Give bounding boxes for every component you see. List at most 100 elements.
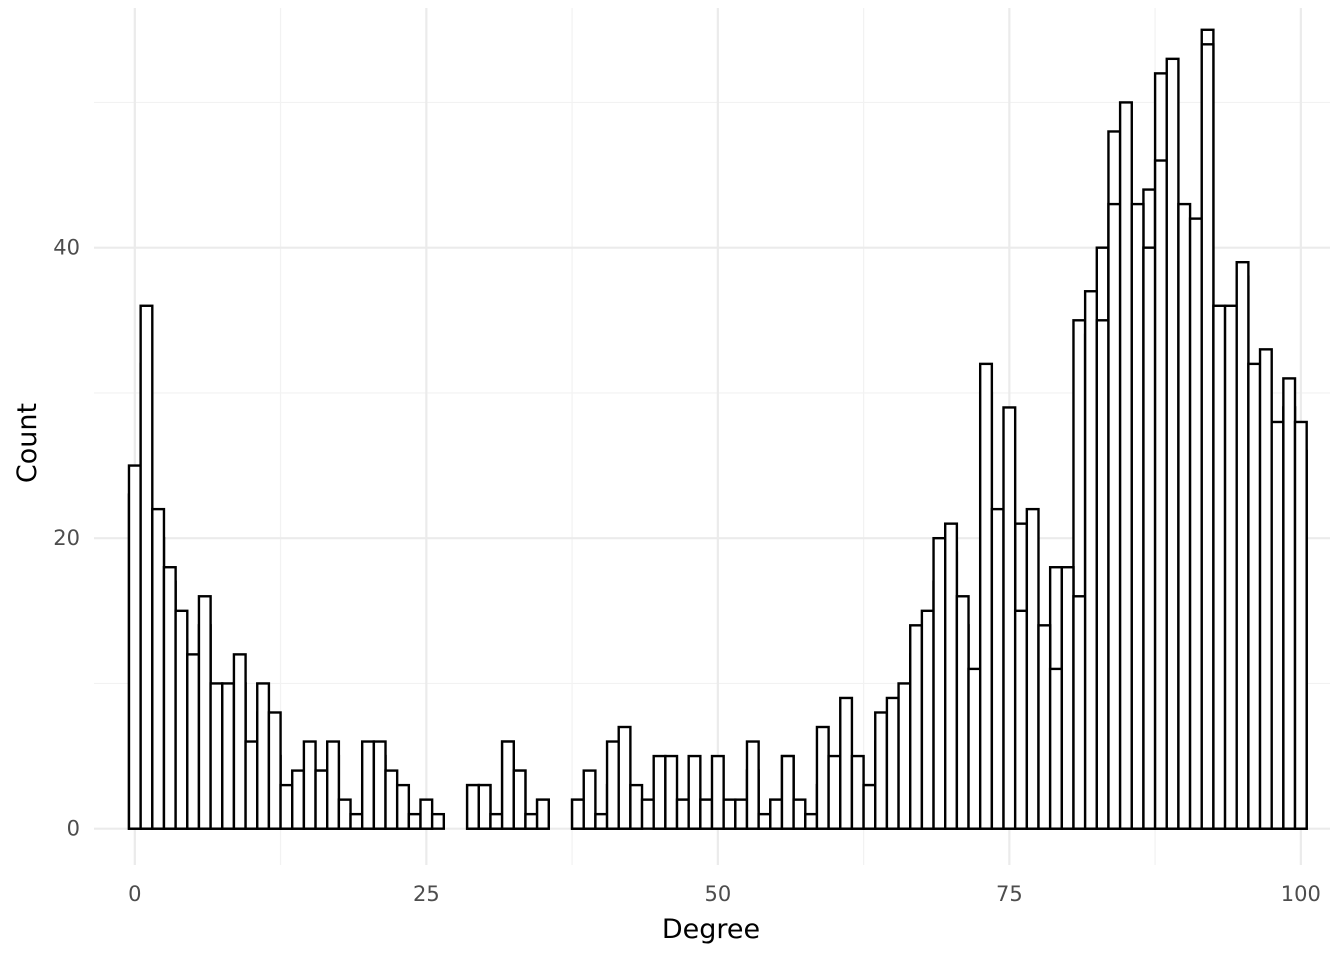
histogram-bar [1153,159,1168,830]
histogram-bar [687,754,702,830]
histogram-bar [804,812,819,830]
histogram-bar [535,798,550,830]
histogram-bar [745,740,760,830]
histogram-bar [827,754,842,830]
histogram-bar [1048,667,1064,830]
histogram-bar [1223,304,1238,830]
histogram-bar [256,682,271,830]
histogram-bar [594,812,609,830]
histogram-bar [512,769,527,830]
histogram-bar [1247,362,1262,830]
histogram-bar [221,682,236,830]
histogram-bar [139,304,154,830]
x-axis-title: Degree [662,914,760,945]
histogram-bar [1282,377,1297,830]
histogram-bar [465,783,480,830]
histogram-bar [349,812,364,830]
y-tick-label: 0 [67,817,80,841]
histogram-bar [337,798,352,830]
histogram-bar [151,507,166,830]
histogram-bar [874,711,889,830]
histogram-bar [524,812,539,830]
x-tick-label: 25 [413,882,440,906]
histogram-bar [407,812,422,830]
histogram-bar [582,769,597,830]
histogram-bar [1293,420,1308,830]
x-tick-label: 50 [704,882,731,906]
histogram-bar [570,798,585,830]
histogram-bar [186,653,201,830]
histogram-bar [920,609,935,830]
histogram-bar [326,740,341,830]
histogram-bar [244,740,259,830]
histogram-bar [1177,202,1192,830]
histogram-bar [769,798,784,830]
y-tick-label: 20 [53,526,80,550]
histogram-bar [885,696,900,830]
histogram-bar [1200,43,1215,830]
y-axis-tick-labels: 0 20 40 [53,236,80,841]
histogram-bar [605,740,620,830]
histogram-bar [1107,202,1122,830]
histogram-bar [372,740,387,830]
histogram-bar [734,798,749,830]
x-tick-label: 75 [996,882,1023,906]
histogram-bar [1188,217,1203,830]
x-axis-tick-labels: 0 25 50 75 100 [128,882,1321,906]
histogram-bar [850,754,865,830]
histogram-bar [675,798,690,830]
histogram-bar [500,740,515,830]
histogram-bars [127,28,1308,830]
histogram-bar [862,783,877,830]
x-tick-label: 0 [128,882,141,906]
histogram-bar [699,798,714,830]
histogram-bar [302,740,317,830]
histogram-bar [360,740,376,830]
histogram-bar [1060,566,1075,830]
histogram-bar [1235,260,1250,830]
histogram-bar [384,769,399,830]
histogram-bar [909,624,924,830]
histogram-bar [127,464,142,830]
histogram-bar [944,522,959,830]
histogram-bar [967,667,982,830]
histogram-bar [419,798,434,830]
histogram-bar [932,536,947,830]
histogram-bar [1095,319,1110,830]
histogram-bar [978,362,994,830]
histogram-bar [1083,290,1098,830]
histogram-bar [232,653,247,830]
histogram-bar [1118,101,1133,830]
histogram-bar [267,711,282,830]
histogram-bar [1013,609,1029,830]
y-axis-title: Count [12,403,43,483]
histogram-bar [162,566,177,830]
histogram-bar [710,754,725,830]
histogram-bar [174,609,189,830]
histogram-bar [897,682,912,830]
histogram-bar [1025,507,1040,830]
histogram-bar [1002,406,1017,830]
histogram-bar [314,769,329,830]
series-2 [127,43,1308,830]
histogram-bar [1165,57,1180,830]
histogram-bar [617,725,632,830]
histogram-bar [1212,304,1227,830]
histogram-bar [792,798,807,830]
histogram-bar [839,696,854,830]
histogram-bar [640,798,655,830]
histogram-bar [395,783,411,830]
histogram-bar [990,507,1005,830]
histogram-bar [291,769,306,830]
histogram-bar [209,682,224,830]
histogram-bar [722,798,737,830]
histogram-bar [197,595,212,830]
histogram-bar [629,783,644,830]
histogram-bar [477,783,492,830]
y-tick-label: 40 [53,236,80,260]
histogram-bar [815,725,830,830]
histogram-bar [1142,246,1157,830]
histogram-bar [1258,348,1273,830]
histogram-bar [430,812,446,830]
